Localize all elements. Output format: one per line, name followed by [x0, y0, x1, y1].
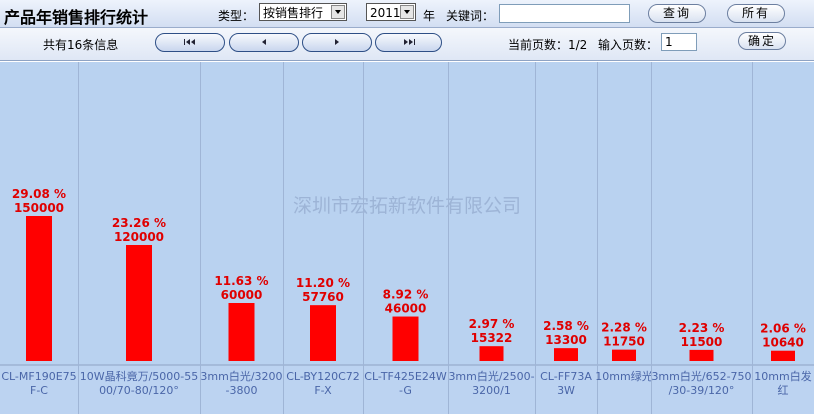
confirm-button[interactable]: 确定: [738, 32, 786, 50]
percent-label: 11.63 %: [214, 274, 268, 288]
bar: [771, 350, 795, 361]
category-label: 3mm白光/2500-3200/1: [448, 369, 534, 397]
last-page-button[interactable]: [375, 33, 442, 52]
category-label: 10mm白发红: [754, 369, 811, 397]
category-label: 10W晶科竟万/5000-55 00/70-80/120°: [80, 369, 199, 397]
year-select-value: 2011: [370, 6, 401, 20]
value-label: 60000: [221, 288, 263, 302]
percent-label: 2.97 %: [469, 317, 515, 331]
percent-label: 29.08 %: [12, 187, 66, 201]
bar: [554, 348, 578, 361]
page-info: 当前页数：1/2: [508, 38, 588, 52]
year-label: 年: [423, 9, 436, 23]
percent-label: 2.58 %: [543, 319, 589, 333]
keyword-label: 关键词：: [446, 9, 495, 23]
value-label: 15322: [471, 331, 513, 345]
last-page-icon: [403, 39, 415, 45]
category-label: 3mm白光/3200 -3800: [200, 369, 282, 397]
title-bar: 产品年销售排行统计 类型： 按销售排行 2011 年 关键词： 查询 所有: [0, 0, 814, 28]
prev-page-button[interactable]: [229, 33, 299, 52]
category-label: CL-FF73A 3W: [540, 370, 592, 397]
query-button[interactable]: 查询: [648, 4, 706, 23]
category-label: CL-TF425E24W -G: [364, 370, 447, 397]
chevron-down-icon[interactable]: [331, 5, 345, 19]
next-page-icon: [335, 39, 339, 45]
total-info: 共有16条信息: [43, 38, 119, 52]
percent-label: 8.92 %: [383, 288, 429, 302]
type-label: 类型：: [218, 9, 255, 23]
value-label: 11500: [681, 335, 723, 349]
value-label: 120000: [114, 230, 164, 244]
bar: [126, 245, 152, 361]
chevron-down-icon[interactable]: [400, 5, 414, 19]
category-label: 10mm绿光: [595, 369, 652, 383]
first-page-button[interactable]: [155, 33, 225, 52]
percent-label: 2.06 %: [760, 322, 806, 336]
percent-label: 2.23 %: [679, 321, 725, 335]
year-select[interactable]: 2011: [366, 3, 416, 21]
category-strip: [0, 365, 814, 414]
value-label: 150000: [14, 201, 64, 215]
page-input-label: 输入页数：: [598, 38, 659, 52]
next-page-button[interactable]: [302, 33, 372, 52]
pagination-bar: 共有16条信息 当前页数：1/2 输入页数： 1 确定: [0, 28, 814, 61]
sales-ranking-chart: 深圳市宏拓新软件有限公司 150000 29.08 % CL-MF190E75 F-C 1…: [0, 62, 814, 414]
bar: [310, 305, 336, 361]
percent-label: 2.28 %: [601, 321, 647, 335]
bar: [689, 349, 714, 361]
value-label: 46000: [385, 302, 427, 316]
value-label: 10640: [762, 336, 804, 350]
value-label: 11750: [603, 335, 645, 349]
category-label: 3mm白光/652-750/30-39/120°: [651, 369, 751, 397]
prev-page-icon: [262, 39, 266, 45]
bar: [479, 346, 504, 361]
value-label: 13300: [545, 333, 587, 347]
keyword-input[interactable]: [499, 4, 630, 23]
bar: [612, 349, 636, 361]
type-select-value: 按销售排行: [263, 6, 324, 20]
category-label: CL-MF190E75 F-C: [1, 370, 76, 397]
watermark-text: 深圳市宏拓新软件有限公司: [293, 195, 521, 217]
all-button[interactable]: 所有: [727, 4, 785, 23]
page-title: 产品年销售排行统计: [4, 8, 149, 27]
page-input[interactable]: 1: [661, 33, 697, 51]
percent-label: 11.20 %: [296, 276, 350, 290]
category-label: CL-BY120C72 F-X: [286, 370, 360, 397]
bar: [228, 303, 255, 361]
percent-label: 23.26 %: [112, 216, 166, 230]
bar: [26, 216, 52, 361]
first-page-icon: [184, 39, 195, 45]
value-label: 57760: [302, 290, 344, 304]
type-select[interactable]: 按销售排行: [259, 3, 347, 21]
bar: [392, 316, 419, 361]
